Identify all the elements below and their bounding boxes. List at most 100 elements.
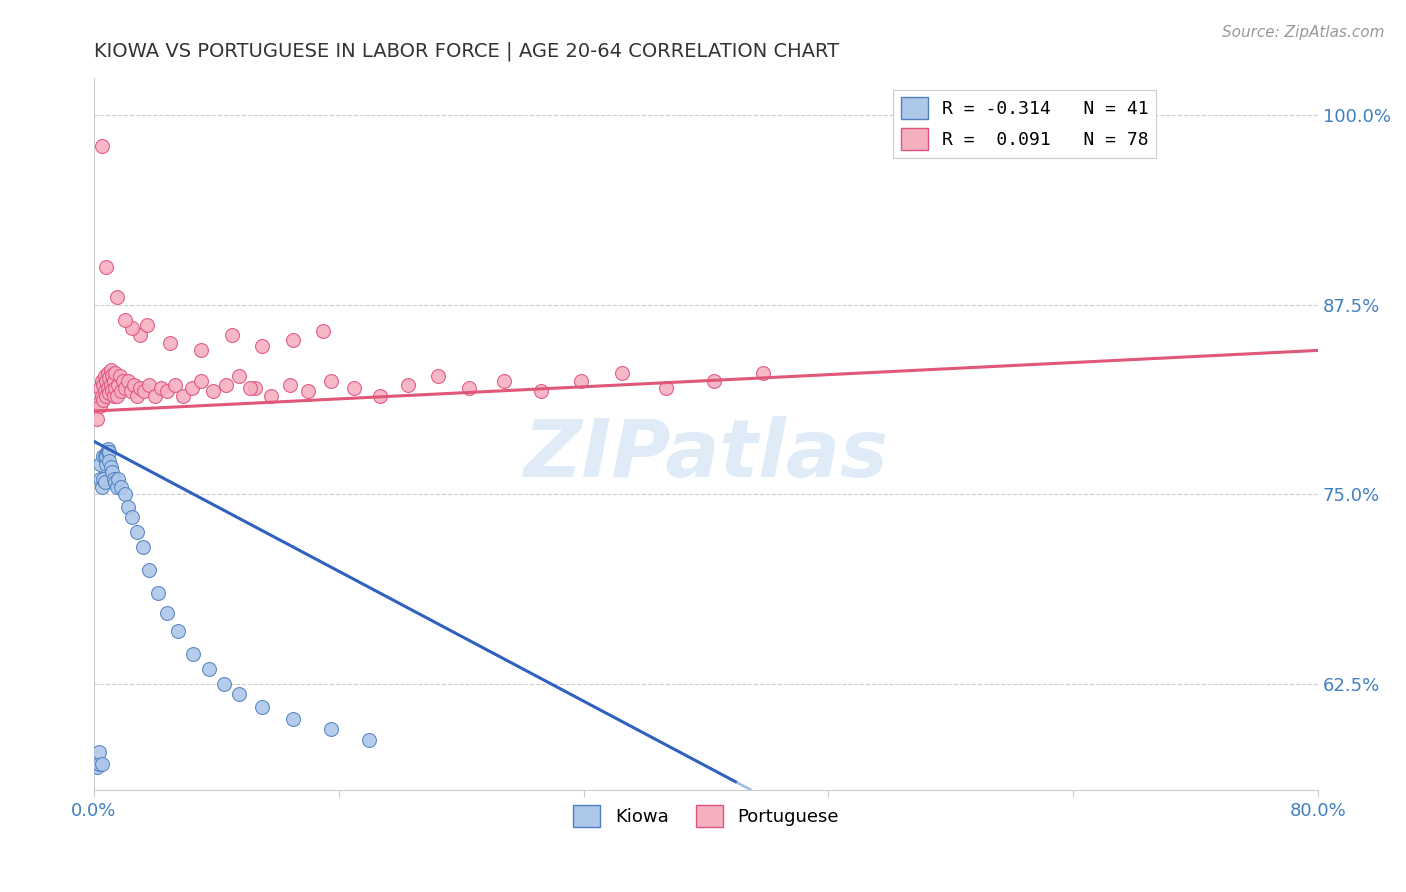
Point: [569, 374, 592, 388]
Point: [93, 384, 115, 399]
Point: [239, 381, 262, 395]
Point: [103, 389, 125, 403]
Point: [212, 677, 235, 691]
Point: [90, 374, 112, 388]
Point: [101, 383, 124, 397]
Point: [136, 318, 159, 332]
Point: [96, 374, 118, 388]
Point: [93, 450, 115, 464]
Point: [156, 384, 179, 399]
Point: [260, 389, 283, 403]
Point: [457, 381, 479, 395]
Point: [156, 606, 179, 620]
Point: [138, 378, 160, 392]
Point: [89, 381, 111, 395]
Point: [117, 500, 139, 514]
Point: [101, 368, 124, 382]
Point: [359, 732, 381, 747]
Point: [427, 369, 450, 384]
Point: [105, 480, 128, 494]
Point: [252, 339, 274, 353]
Point: [243, 381, 266, 395]
Point: [228, 369, 250, 384]
Point: [101, 465, 124, 479]
Point: [138, 563, 160, 577]
Point: [125, 525, 148, 540]
Point: [97, 366, 120, 380]
Point: [90, 757, 112, 772]
Point: [252, 699, 274, 714]
Point: [96, 389, 118, 403]
Point: [87, 396, 110, 410]
Point: [90, 138, 112, 153]
Point: [98, 445, 121, 459]
Point: [190, 343, 212, 358]
Point: [751, 366, 773, 380]
Point: [125, 389, 148, 403]
Point: [183, 647, 205, 661]
Point: [111, 374, 134, 388]
Point: [93, 475, 115, 490]
Point: [180, 381, 202, 395]
Point: [150, 381, 173, 395]
Point: [104, 366, 127, 380]
Point: [159, 335, 181, 350]
Point: [281, 712, 304, 726]
Point: [105, 389, 128, 403]
Point: [100, 460, 122, 475]
Point: [278, 378, 301, 392]
Point: [98, 454, 121, 468]
Point: [312, 324, 335, 338]
Point: [172, 389, 194, 403]
Point: [97, 442, 120, 456]
Point: [86, 411, 108, 425]
Point: [134, 384, 156, 399]
Point: [91, 393, 114, 408]
Point: [121, 320, 143, 334]
Point: [143, 389, 166, 403]
Point: [100, 363, 122, 377]
Point: [167, 624, 190, 638]
Point: [655, 381, 678, 395]
Point: [214, 378, 236, 392]
Point: [396, 378, 419, 392]
Point: [108, 369, 131, 384]
Point: [343, 381, 366, 395]
Point: [132, 541, 155, 555]
Point: [128, 381, 150, 395]
Point: [321, 374, 343, 388]
Point: [368, 389, 391, 403]
Point: [89, 472, 111, 486]
Point: [110, 480, 132, 494]
Point: [128, 328, 150, 343]
Point: [96, 457, 118, 471]
Point: [93, 369, 115, 384]
Point: [703, 374, 725, 388]
Point: [120, 384, 142, 399]
Point: [117, 374, 139, 388]
Point: [104, 475, 127, 490]
Point: [96, 450, 118, 464]
Point: [90, 480, 112, 494]
Point: [121, 510, 143, 524]
Point: [91, 378, 114, 392]
Point: [91, 472, 114, 486]
Point: [281, 333, 304, 347]
Point: [221, 328, 243, 343]
Point: [87, 757, 110, 772]
Point: [122, 378, 145, 392]
Point: [110, 384, 132, 399]
Point: [87, 745, 110, 759]
Point: [107, 472, 129, 486]
Point: [104, 381, 127, 395]
Point: [98, 385, 121, 400]
Point: [89, 457, 111, 471]
Text: KIOWA VS PORTUGUESE IN LABOR FORCE | AGE 20-64 CORRELATION CHART: KIOWA VS PORTUGUESE IN LABOR FORCE | AGE…: [94, 42, 839, 62]
Point: [100, 378, 122, 392]
Point: [492, 374, 515, 388]
Point: [197, 662, 219, 676]
Point: [114, 381, 136, 395]
Text: ZIPatlas: ZIPatlas: [523, 417, 889, 494]
Point: [163, 378, 186, 392]
Point: [202, 384, 225, 399]
